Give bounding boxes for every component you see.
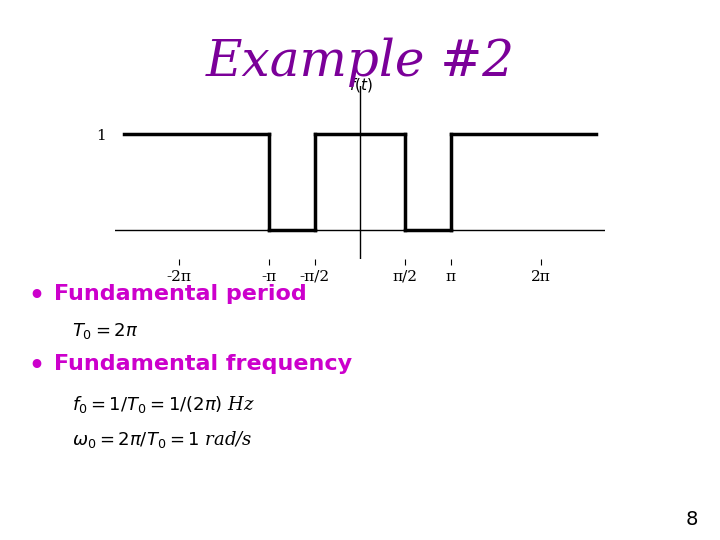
Text: 8: 8 <box>686 510 698 529</box>
Text: $f_0 = 1/T_0 = 1/(2\pi)$ Hz: $f_0 = 1/T_0 = 1/(2\pi)$ Hz <box>72 394 255 415</box>
Text: Example #2: Example #2 <box>205 38 515 87</box>
Text: $f(t)$: $f(t)$ <box>348 76 372 94</box>
Text: $T_0 = 2\pi$: $T_0 = 2\pi$ <box>72 321 138 341</box>
Text: Fundamental frequency: Fundamental frequency <box>54 354 352 374</box>
Text: •: • <box>29 354 45 377</box>
Text: $\omega_0 = 2\pi/T_0 = 1$ rad/s: $\omega_0 = 2\pi/T_0 = 1$ rad/s <box>72 429 253 450</box>
Text: •: • <box>29 284 45 307</box>
Text: Fundamental period: Fundamental period <box>54 284 307 303</box>
